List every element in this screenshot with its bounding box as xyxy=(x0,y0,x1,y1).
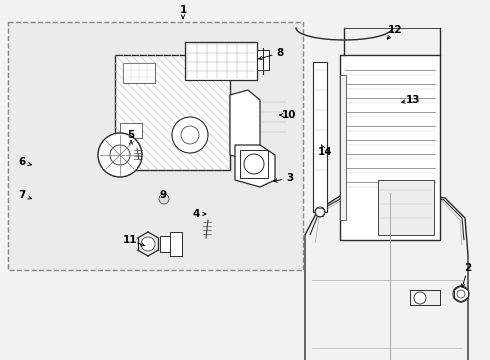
Bar xyxy=(8,22,303,270)
Circle shape xyxy=(159,194,169,204)
Text: 8: 8 xyxy=(276,48,284,58)
Bar xyxy=(120,123,142,138)
Bar xyxy=(257,50,269,70)
Bar xyxy=(185,42,257,80)
Text: 9: 9 xyxy=(159,190,167,200)
FancyBboxPatch shape xyxy=(19,205,75,251)
Bar xyxy=(115,55,230,170)
Text: 14: 14 xyxy=(318,147,332,157)
Bar xyxy=(313,62,327,212)
Text: 3: 3 xyxy=(286,173,294,183)
Circle shape xyxy=(414,292,426,304)
Text: 4: 4 xyxy=(192,209,200,219)
Polygon shape xyxy=(230,90,260,160)
Bar xyxy=(160,236,182,252)
Bar xyxy=(340,55,440,240)
Circle shape xyxy=(244,154,264,174)
Bar xyxy=(240,150,268,178)
Text: 12: 12 xyxy=(388,25,402,35)
Text: 10: 10 xyxy=(282,110,296,120)
Text: 7: 7 xyxy=(18,190,25,200)
Circle shape xyxy=(172,117,208,153)
Polygon shape xyxy=(260,80,288,142)
Bar xyxy=(340,75,346,220)
Text: 1: 1 xyxy=(179,5,187,15)
Bar xyxy=(410,290,440,305)
Text: 13: 13 xyxy=(406,95,420,105)
Text: 6: 6 xyxy=(19,157,25,167)
Polygon shape xyxy=(155,190,173,208)
Text: 5: 5 xyxy=(127,130,135,140)
FancyBboxPatch shape xyxy=(18,144,81,200)
Text: 2: 2 xyxy=(465,263,472,273)
Circle shape xyxy=(453,286,469,302)
Bar xyxy=(170,232,182,256)
Polygon shape xyxy=(198,202,220,220)
Bar xyxy=(378,180,434,235)
Text: 11: 11 xyxy=(123,235,137,245)
Circle shape xyxy=(181,126,199,144)
Circle shape xyxy=(457,290,465,298)
Bar xyxy=(123,63,155,83)
Circle shape xyxy=(98,133,142,177)
Circle shape xyxy=(141,237,155,251)
Circle shape xyxy=(315,207,325,217)
Polygon shape xyxy=(235,145,275,187)
Circle shape xyxy=(110,145,130,165)
